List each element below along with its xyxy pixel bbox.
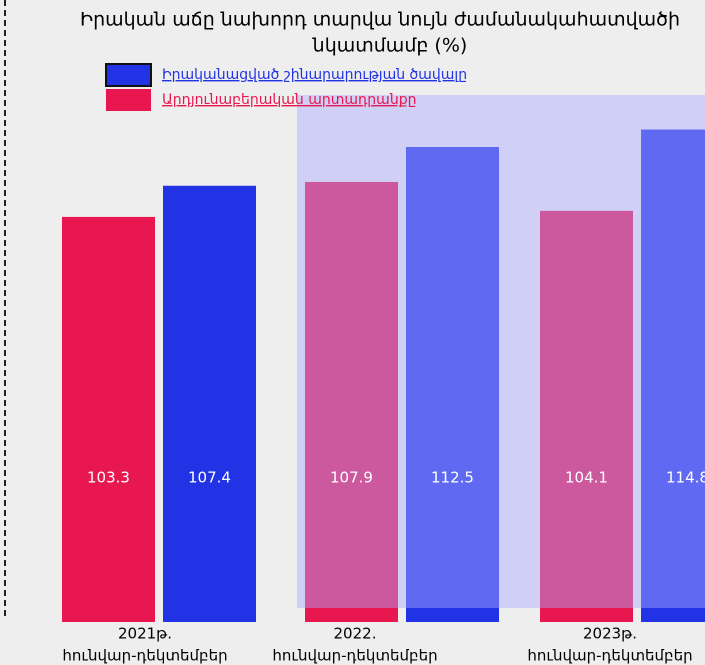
bar [641,129,705,622]
x-tick-label: հունվար-դեկտեմբեր [62,647,227,665]
x-tick-label: 2022. [334,625,377,643]
value-label: 112.5 [431,469,474,487]
value-label: 107.9 [330,469,373,487]
legend-label: Արդյունաբերական արտադրանքը [162,92,416,108]
bar [305,181,398,622]
x-tick-label: 2023թ. [583,625,637,643]
x-tick-label: հունվար-դեկտեմբեր [272,647,437,665]
bar [406,147,499,622]
chart-title: նկատմամբ (%) [312,35,468,57]
chart-title: Իրական աճը նախորդ տարվա նույն ժամանակահա… [80,9,680,31]
legend-swatch [105,63,152,87]
bar [540,210,633,622]
highlight [297,95,705,608]
value-label: 107.4 [188,469,231,487]
x-tick-label: 2021թ. [118,625,172,643]
value-label: 114.8 [666,469,705,487]
legend-swatch [106,89,151,111]
x-tick-label: հունվար-դեկտեմբեր [527,647,692,665]
legend-label: Իրականացված շինարարության ծավալը [162,67,467,83]
value-label: 104.1 [565,469,608,487]
value-label: 103.3 [87,469,130,487]
bar [163,185,256,622]
bar [62,216,155,623]
